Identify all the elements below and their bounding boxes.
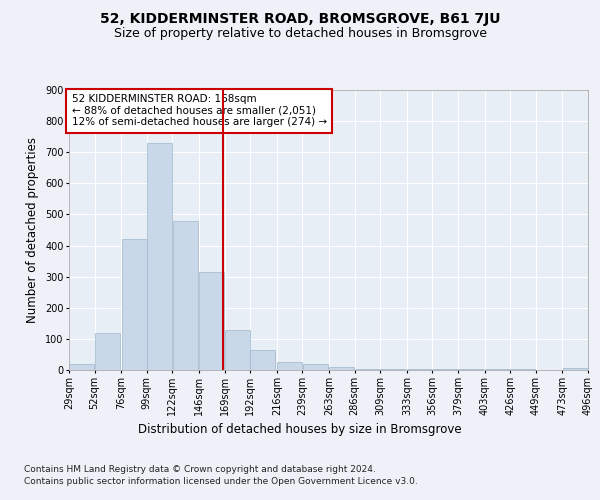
Bar — [199, 272, 224, 370]
Bar — [329, 367, 355, 370]
Text: Distribution of detached houses by size in Bromsgrove: Distribution of detached houses by size … — [138, 422, 462, 436]
Bar — [173, 220, 197, 370]
Bar — [380, 369, 406, 370]
Bar — [147, 143, 172, 370]
Y-axis label: Number of detached properties: Number of detached properties — [26, 137, 40, 323]
Bar — [355, 369, 380, 370]
Bar — [95, 332, 120, 370]
Bar — [69, 364, 94, 370]
Bar — [225, 330, 250, 370]
Text: 52 KIDDERMINSTER ROAD: 168sqm
← 88% of detached houses are smaller (2,051)
12% o: 52 KIDDERMINSTER ROAD: 168sqm ← 88% of d… — [71, 94, 327, 128]
Bar — [277, 362, 302, 370]
Text: Size of property relative to detached houses in Bromsgrove: Size of property relative to detached ho… — [113, 28, 487, 40]
Text: Contains public sector information licensed under the Open Government Licence v3: Contains public sector information licen… — [24, 478, 418, 486]
Bar — [250, 350, 275, 370]
Bar — [122, 240, 146, 370]
Text: Contains HM Land Registry data © Crown copyright and database right 2024.: Contains HM Land Registry data © Crown c… — [24, 465, 376, 474]
Bar — [302, 364, 328, 370]
Text: 52, KIDDERMINSTER ROAD, BROMSGROVE, B61 7JU: 52, KIDDERMINSTER ROAD, BROMSGROVE, B61 … — [100, 12, 500, 26]
Bar — [563, 368, 588, 370]
